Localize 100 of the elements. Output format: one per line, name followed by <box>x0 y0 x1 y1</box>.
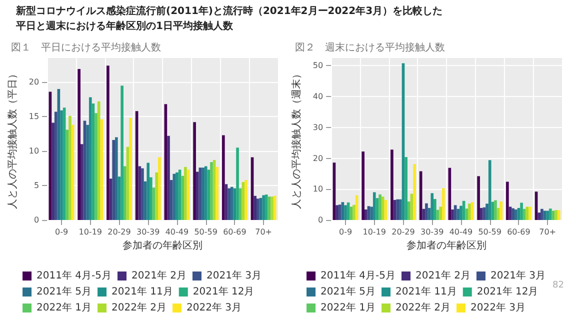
bar <box>540 208 544 220</box>
y-tick-label: 30 <box>312 122 324 132</box>
bar <box>528 206 532 220</box>
bar <box>66 130 69 220</box>
bar <box>468 204 471 220</box>
legend-label: 2022年 3月 <box>186 302 242 314</box>
bar <box>422 208 426 220</box>
bar <box>52 122 54 220</box>
bar <box>88 97 92 220</box>
x-tick-label: 70+ <box>539 228 556 236</box>
legend-label: 2021年 12月 <box>476 286 538 298</box>
bar <box>270 196 274 220</box>
bar <box>338 204 342 220</box>
y-tick-label: 20 <box>312 154 324 163</box>
bar <box>526 206 529 220</box>
bar <box>123 166 126 220</box>
legend-label: 2022年 3月 <box>470 302 526 314</box>
y-tick-label: 50 <box>312 61 324 70</box>
x-axis-title: 参加者の年齢区別 <box>406 239 487 252</box>
y-tick-label: 0 <box>34 216 40 224</box>
bar <box>94 113 98 220</box>
bar <box>222 135 225 220</box>
y-tick-label: 20 <box>28 78 40 87</box>
bar <box>138 166 142 220</box>
bar <box>520 202 523 220</box>
legend-label: 2022年 1月 <box>36 302 92 314</box>
bar <box>390 150 394 220</box>
legend-label: 2021年 5月 <box>320 286 376 298</box>
bar <box>196 172 199 220</box>
y-axis-title: 人と人の平均接触人数（平日） <box>6 69 18 209</box>
bar <box>407 201 410 220</box>
bar <box>491 202 494 220</box>
bar <box>228 188 230 220</box>
x-tick-label: 30-39 <box>136 228 160 236</box>
y-tick-label: 40 <box>312 92 324 102</box>
text: 82 <box>552 280 564 290</box>
bar <box>396 199 400 220</box>
x-tick-label: 40-49 <box>165 228 189 236</box>
bar <box>264 194 268 220</box>
chart-subtitle: 図２ 週末における平均接触人数 <box>295 42 445 54</box>
bar <box>442 188 445 220</box>
bar <box>350 206 353 220</box>
bar <box>54 112 58 220</box>
x-tick-label: 60-69 <box>507 228 530 236</box>
bar <box>216 166 219 220</box>
bar <box>508 206 512 220</box>
bar <box>477 176 480 220</box>
y-tick-label: 10 <box>312 184 324 194</box>
bar <box>430 193 434 220</box>
bar <box>522 208 526 220</box>
bar <box>158 157 161 220</box>
bar <box>68 116 72 220</box>
bar <box>181 176 184 220</box>
bar <box>434 199 436 220</box>
legend-label: 2022年 1月 <box>320 302 376 314</box>
bar <box>146 162 150 220</box>
bar <box>238 188 242 220</box>
bar <box>273 196 276 220</box>
bar <box>262 195 265 220</box>
bar <box>60 110 63 220</box>
x-tick-label: 20-29 <box>108 228 131 236</box>
bar <box>80 144 84 220</box>
bar <box>129 118 132 220</box>
bar <box>425 203 428 220</box>
bar <box>378 194 382 220</box>
bar <box>554 210 558 220</box>
y-tick-label: 10 <box>28 146 40 156</box>
legend-label: 2021年 3月 <box>206 270 262 282</box>
x-axis-title: 参加者の年齢区別 <box>122 239 203 252</box>
bar <box>372 192 376 220</box>
bar <box>344 205 347 220</box>
legend-label: 2022年 2月 <box>112 302 167 314</box>
legend-label: 2021年 2月 <box>415 270 470 282</box>
x-tick-label: 0-9 <box>54 228 68 236</box>
bar <box>546 210 549 220</box>
bar <box>106 66 110 220</box>
bar <box>404 157 408 220</box>
x-tick-label: 60-69 <box>223 228 246 236</box>
bar <box>244 180 248 220</box>
x-tick-label: 50-59 <box>194 228 218 236</box>
x-tick-label: 30-39 <box>420 228 444 236</box>
bar <box>167 136 170 220</box>
x-tick-label: 40-49 <box>449 228 473 236</box>
bar <box>256 198 260 220</box>
legend-label: 2021年 11月 <box>112 286 173 298</box>
bar <box>512 208 514 220</box>
bar <box>172 174 176 220</box>
bar <box>486 204 488 220</box>
x-tick-label: 20-29 <box>392 228 415 236</box>
x-tick-label: 0-9 <box>338 228 352 236</box>
y-tick-label: 15 <box>28 112 40 122</box>
bar <box>120 86 124 220</box>
bar <box>538 212 541 220</box>
bar <box>439 206 442 220</box>
x-tick-label: 10-19 <box>362 228 386 236</box>
bar <box>465 208 468 220</box>
chart-title: 新型コロナウイルス感染症流行前(2011年)と流行時（2021年2月ー2022年3月）を比較した平日と週末における年齢区別の1日平均接触人数 <box>15 4 444 34</box>
bar <box>202 168 204 220</box>
bar <box>336 205 338 220</box>
legend-label: 2011年 4月-5月 <box>36 270 112 282</box>
